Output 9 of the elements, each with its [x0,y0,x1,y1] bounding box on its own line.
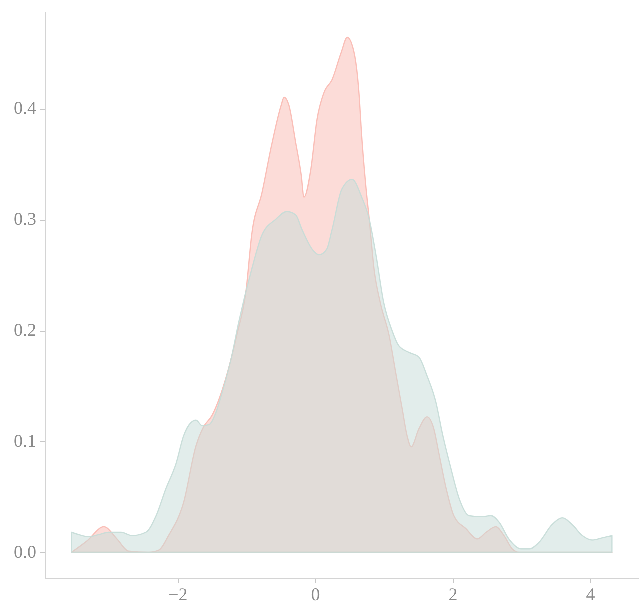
y-tick-label: 0.1 [14,430,36,451]
x-tick-label: 0 [311,584,320,604]
x-tick-label: 4 [586,584,596,604]
y-tick-label: 0.2 [14,320,36,340]
y-tick-label: 0.3 [14,209,36,230]
y-tick-label: 0.4 [14,98,36,118]
x-tick-label: −2 [168,584,188,604]
x-tick-label: 2 [448,584,458,604]
y-tick-label: 0.0 [14,542,36,562]
